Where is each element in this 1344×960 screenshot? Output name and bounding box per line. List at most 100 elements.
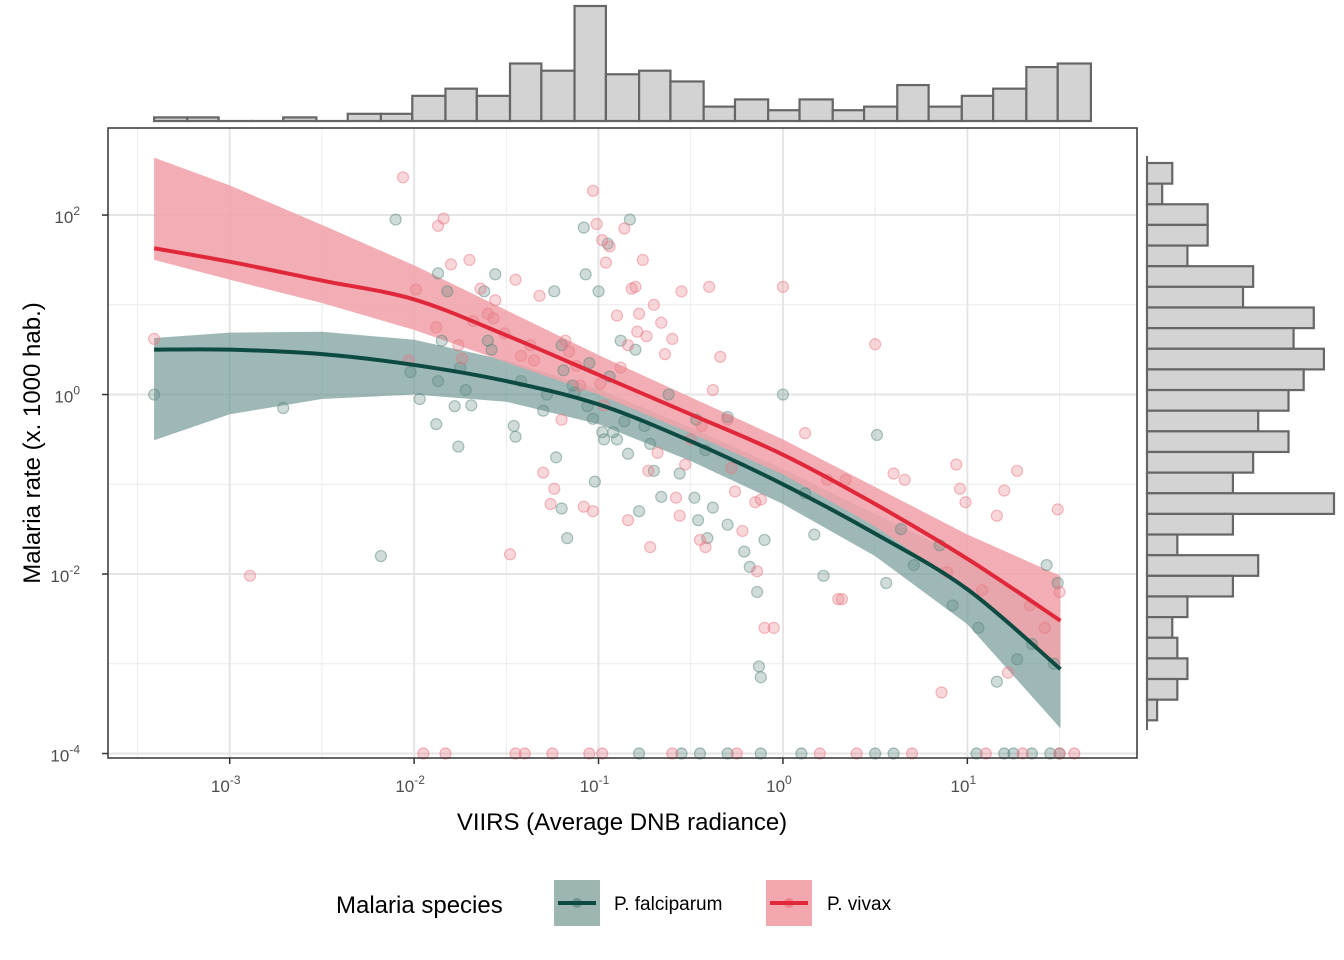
right-histogram-bar [1145,327,1295,350]
legend-title: Malaria species [336,892,503,919]
data-point-falciparum [817,569,830,582]
top-histogram-bar [896,83,930,123]
data-point-zero-vivax [730,747,743,760]
data-point-vivax [599,256,613,269]
top-histogram-bar [960,94,995,123]
data-point-vivax [751,565,764,578]
confidence-band-falciparum [154,331,1061,729]
top-histogram-bar [831,109,866,123]
data-point-falciparum [452,440,465,453]
data-point-vivax [590,217,603,231]
data-point-vivax [669,491,683,504]
data-point-falciparum [610,433,624,446]
data-point-vivax [548,482,561,495]
data-point-vivax [798,427,812,440]
right-histogram-bar [1145,388,1290,412]
data-point-vivax [514,349,528,363]
data-point-vivax [409,283,423,296]
right-histogram-bar [1145,285,1245,309]
data-point-vivax [935,686,948,699]
data-point-vivax [953,482,967,495]
data-point-vivax [621,514,635,527]
data-point-vivax [990,509,1003,522]
top-histogram-bar [1025,65,1059,123]
data-point-falciparum [701,532,714,545]
data-point-falciparum [592,285,605,298]
data-point-falciparum [489,268,502,281]
data-point-vivax [758,621,771,634]
top-histogram-bar [733,98,770,123]
right-histogram-bar [1145,698,1159,722]
data-point-falciparum [1011,653,1024,666]
data-point-zero-falciparum [887,747,900,760]
right-histogram-bar [1145,161,1174,185]
data-point-falciparum [430,418,443,431]
data-point-vivax [725,462,738,475]
data-point-vivax [767,621,780,634]
data-point-falciparum [148,388,161,401]
y-tick-label: 100 [54,384,80,407]
panel-border [107,127,1138,759]
data-point-vivax [887,467,900,480]
data-point-vivax [673,509,686,522]
right-marginal-histogram [1145,156,1336,730]
data-point-falciparum [579,268,592,281]
data-point-vivax [1051,503,1064,516]
data-point-falciparum [621,447,635,460]
top-histogram-bar [573,4,608,123]
data-point-vivax [706,383,719,397]
legend-label-falciparum: P. falciparum [614,894,722,915]
right-histogram-bar [1145,430,1290,454]
data-point-vivax [666,332,679,345]
data-point-vivax [509,273,522,286]
data-point-falciparum [431,374,445,388]
data-point-falciparum [673,467,686,480]
data-point-vivax [148,332,161,345]
data-point-vivax [835,593,849,606]
data-point-vivax [1011,464,1024,477]
data-point-zero-falciparum [795,747,808,760]
right-histogram-bar [1145,450,1255,474]
data-point-zero-vivax [1016,747,1029,760]
data-point-falciparum [561,532,574,545]
right-histogram-bar [1145,595,1189,619]
top-histogram-bar [637,69,672,123]
data-point-vivax [655,316,668,329]
legend-item-vivax[interactable]: P. vivax [766,880,892,926]
data-point-zero-falciparum [754,747,767,760]
x-tick-label: 101 [951,773,977,796]
data-point-zero-falciparum [1025,747,1038,760]
confidence-band-vivax [154,157,1061,670]
right-histogram-bar [1145,265,1255,288]
legend-item-falciparum[interactable]: P. falciparum [554,880,722,926]
data-point-falciparum [431,267,445,280]
right-histogram-bar [1145,347,1325,371]
data-point-falciparum [548,285,561,298]
right-histogram-bar [1145,306,1315,330]
data-point-zero-vivax [1053,747,1066,760]
data-point-vivax [651,446,664,459]
data-point-vivax [489,294,502,307]
data-point-vivax [1053,585,1066,599]
data-point-zero-vivax [1068,747,1081,760]
data-point-falciparum [758,533,771,547]
top-histogram-bar [153,116,189,123]
right-histogram-bar [1145,636,1179,660]
right-histogram-bar [1145,657,1189,681]
data-point-zero-vivax [850,747,863,760]
top-histogram-bar [282,116,318,123]
data-point-vivax [544,497,557,511]
data-point-zero-vivax [417,747,430,760]
data-point-vivax [898,473,911,486]
right-histogram-bar [1145,409,1260,433]
y-axis: 102 100 10-2 10-4 [50,204,108,766]
data-point-vivax [699,541,712,554]
data-point-falciparum [413,392,426,406]
right-histogram-bar [1145,677,1179,701]
top-histogram-bar [702,105,737,123]
data-point-vivax [621,339,635,352]
top-histogram-bar [767,109,801,123]
plot-panel [107,127,1138,760]
data-point-zero-vivax [813,747,826,760]
data-point-vivax [555,413,568,426]
